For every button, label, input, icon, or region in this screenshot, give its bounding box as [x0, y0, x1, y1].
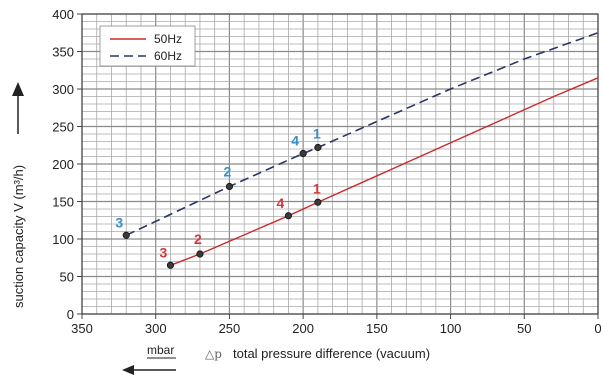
- legend-label-50hz: 50Hz: [154, 32, 182, 46]
- x-axis-arrow-head: [122, 365, 134, 375]
- y-tick-label: 250: [52, 120, 74, 135]
- x-tick-label: 0: [594, 321, 601, 336]
- y-tick-label: 100: [52, 232, 74, 247]
- y-tick-label: 50: [60, 270, 74, 285]
- point-label-60hz-4: 4: [291, 133, 299, 149]
- y-tick-label: 400: [52, 7, 74, 22]
- legend: 50Hz 60Hz: [99, 25, 196, 67]
- series-line-50hz: [170, 77, 599, 266]
- data-point-60hz-3: [122, 231, 130, 239]
- point-label-50hz-2: 2: [194, 231, 202, 247]
- x-tick-label: 50: [517, 321, 531, 336]
- x-axis-label: total pressure difference (vacuum): [233, 346, 430, 361]
- y-tick-label: 300: [52, 82, 74, 97]
- legend-label-60hz: 60Hz: [154, 49, 182, 63]
- point-label-60hz-1: 1: [313, 126, 321, 142]
- y-axis-title: suction capacity V (m³/h): [11, 82, 26, 308]
- data-point-50hz-1: [314, 198, 322, 206]
- delta-p-symbol: △p: [205, 347, 222, 361]
- point-label-50hz-3: 3: [160, 244, 168, 260]
- data-point-50hz-3: [166, 261, 175, 269]
- axes: [77, 13, 599, 319]
- legend-box: [99, 25, 196, 67]
- point-label-50hz-4: 4: [277, 195, 285, 211]
- x-axis-unit: mbar: [147, 343, 174, 357]
- x-tick-label: 150: [366, 321, 388, 336]
- y-axis-arrow-head: [12, 82, 24, 96]
- point-label-50hz-1: 1: [313, 180, 321, 196]
- data-point-50hz-2: [196, 250, 204, 258]
- data-point-60hz-2: [225, 182, 234, 191]
- y-tick-label: 0: [67, 307, 74, 322]
- x-tick-label: 100: [440, 321, 462, 336]
- x-axis-title: mbar △p total pressure difference (vacuu…: [122, 343, 430, 375]
- x-tick-label: 300: [145, 321, 167, 336]
- y-tick-label: 200: [52, 157, 74, 172]
- x-tick-label: 250: [219, 321, 241, 336]
- y-tick-label: 150: [52, 195, 74, 210]
- tick-labels: 350 300 250 200 150 100 50 0 0 50 100 150 200 250 300 3…: [52, 7, 601, 336]
- y-tick-label: 350: [52, 45, 74, 60]
- data-point-60hz-1: [314, 143, 322, 152]
- x-tick-label: 200: [292, 321, 314, 336]
- point-label-60hz-2: 2: [224, 164, 232, 180]
- y-axis-label: suction capacity V (m³/h): [11, 165, 26, 308]
- point-label-60hz-3: 3: [115, 214, 123, 230]
- data-point-50hz-4: [284, 212, 292, 220]
- x-tick-label: 350: [71, 321, 93, 336]
- data-point-60hz-4: [299, 149, 307, 158]
